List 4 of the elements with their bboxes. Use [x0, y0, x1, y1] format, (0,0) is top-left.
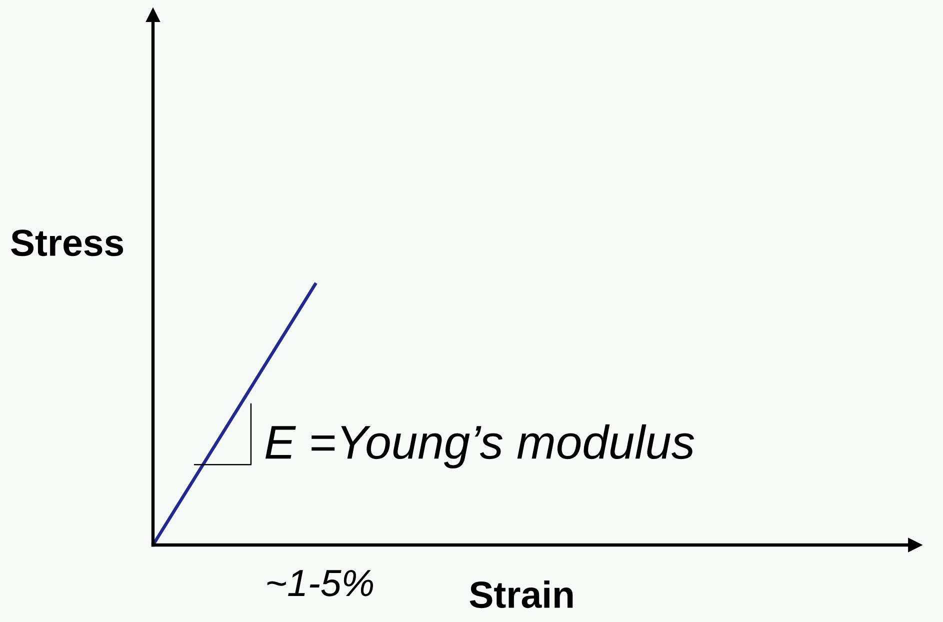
- y-axis-title: Stress: [11, 230, 124, 256]
- annotation: E =Young’s modulus: [265, 424, 694, 468]
- text: ~1-5%: [267, 570, 373, 596]
- x-axis-title: Strain: [470, 580, 573, 608]
